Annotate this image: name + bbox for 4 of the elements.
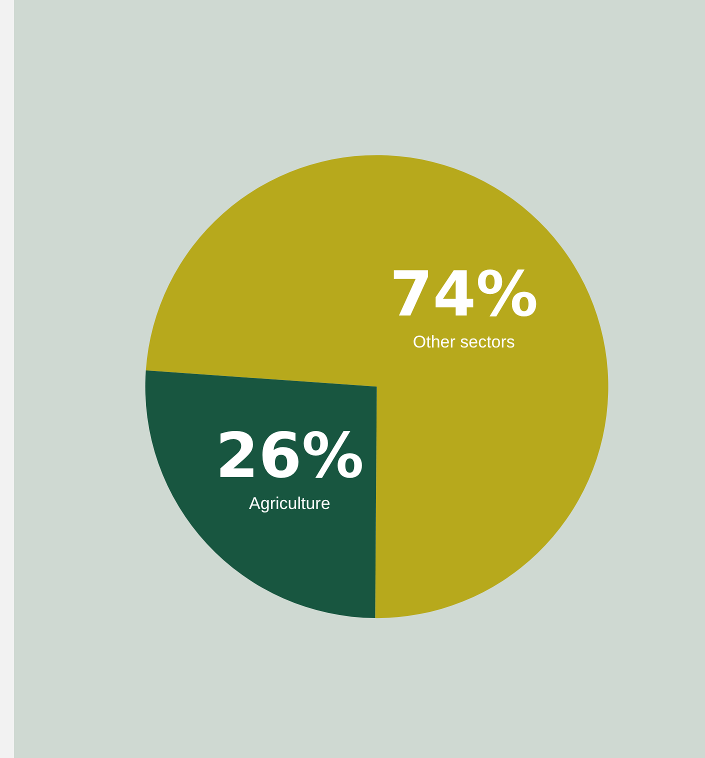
data-label: 26% [215, 418, 364, 492]
slice-label: Agriculture [249, 494, 330, 513]
slice-label: Other sectors [412, 332, 515, 352]
data-label: 74% [390, 257, 538, 330]
